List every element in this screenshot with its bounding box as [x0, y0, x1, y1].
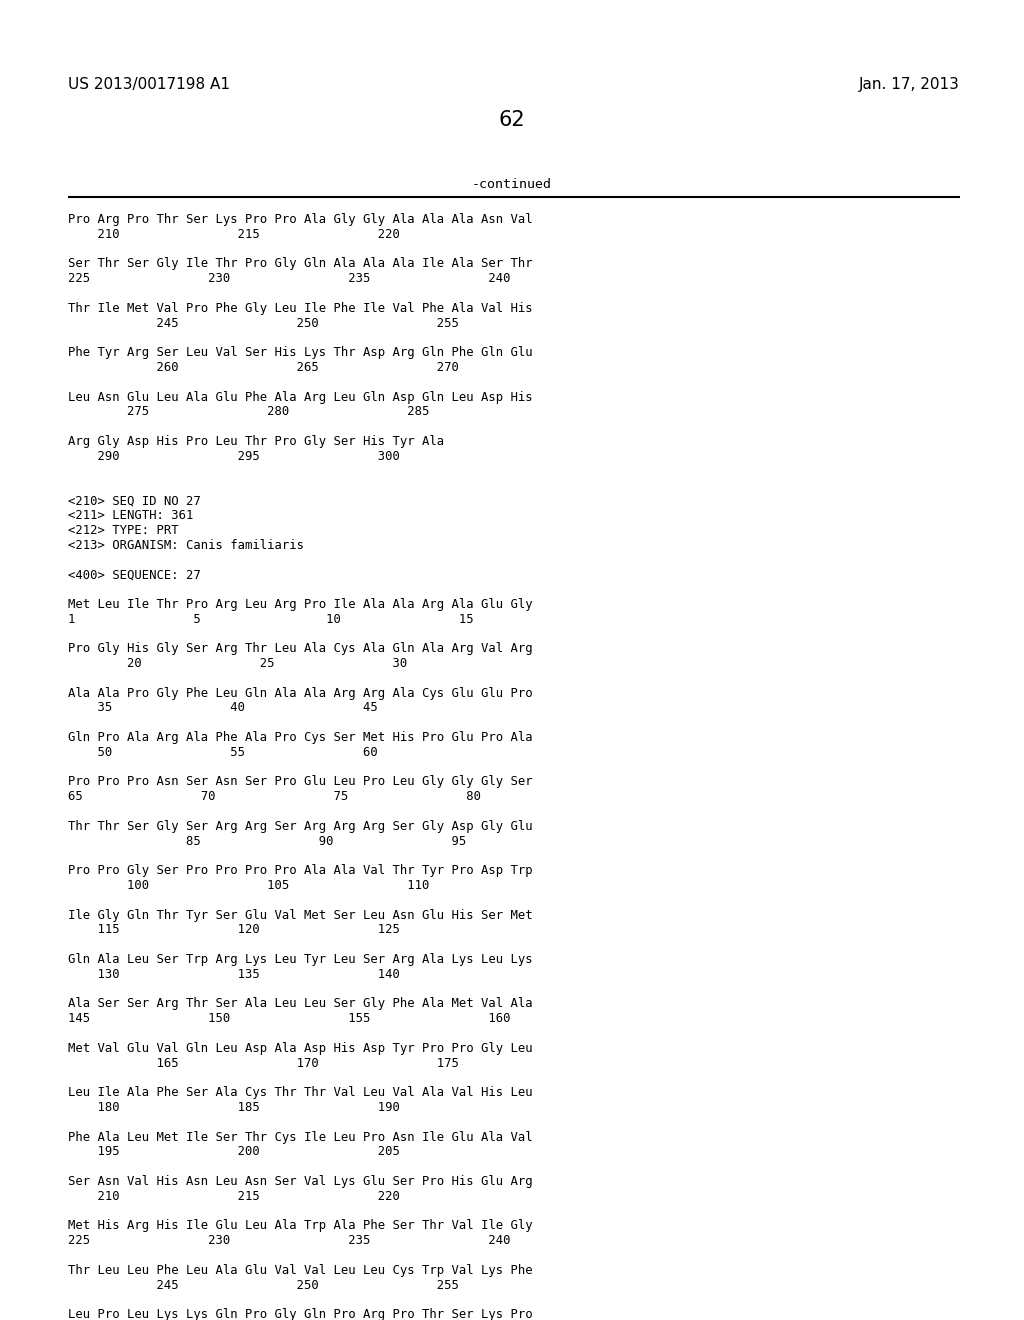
Text: Pro Pro Pro Asn Ser Asn Ser Pro Glu Leu Pro Leu Gly Gly Gly Ser: Pro Pro Pro Asn Ser Asn Ser Pro Glu Leu …: [68, 775, 532, 788]
Text: Leu Asn Glu Leu Ala Glu Phe Ala Arg Leu Gln Asp Gln Leu Asp His: Leu Asn Glu Leu Ala Glu Phe Ala Arg Leu …: [68, 391, 532, 404]
Text: 210                215                220: 210 215 220: [68, 228, 400, 240]
Text: 290                295                300: 290 295 300: [68, 450, 400, 463]
Text: Jan. 17, 2013: Jan. 17, 2013: [859, 78, 961, 92]
Text: 35                40                45: 35 40 45: [68, 701, 378, 714]
Text: 225                230                235                240: 225 230 235 240: [68, 272, 511, 285]
Text: Met His Arg His Ile Glu Leu Ala Trp Ala Phe Ser Thr Val Ile Gly: Met His Arg His Ile Glu Leu Ala Trp Ala …: [68, 1220, 532, 1233]
Text: Gln Ala Leu Ser Trp Arg Lys Leu Tyr Leu Ser Arg Ala Lys Leu Lys: Gln Ala Leu Ser Trp Arg Lys Leu Tyr Leu …: [68, 953, 532, 966]
Text: 100                105                110: 100 105 110: [68, 879, 429, 892]
Text: Ser Asn Val His Asn Leu Asn Ser Val Lys Glu Ser Pro His Glu Arg: Ser Asn Val His Asn Leu Asn Ser Val Lys …: [68, 1175, 532, 1188]
Text: 245                250                255: 245 250 255: [68, 1279, 459, 1291]
Text: Ile Gly Gln Thr Tyr Ser Glu Val Met Ser Leu Asn Glu His Ser Met: Ile Gly Gln Thr Tyr Ser Glu Val Met Ser …: [68, 908, 532, 921]
Text: 1                5                 10                15: 1 5 10 15: [68, 612, 474, 626]
Text: <400> SEQUENCE: 27: <400> SEQUENCE: 27: [68, 568, 201, 581]
Text: -continued: -continued: [472, 178, 552, 191]
Text: 245                250                255: 245 250 255: [68, 317, 459, 330]
Text: 20                25                30: 20 25 30: [68, 657, 408, 671]
Text: 260                265                270: 260 265 270: [68, 360, 459, 374]
Text: 195                200                205: 195 200 205: [68, 1146, 400, 1159]
Text: Ala Ala Pro Gly Phe Leu Gln Ala Ala Arg Arg Ala Cys Glu Glu Pro: Ala Ala Pro Gly Phe Leu Gln Ala Ala Arg …: [68, 686, 532, 700]
Text: 65                70                75                80: 65 70 75 80: [68, 791, 481, 803]
Text: Phe Tyr Arg Ser Leu Val Ser His Lys Thr Asp Arg Gln Phe Gln Glu: Phe Tyr Arg Ser Leu Val Ser His Lys Thr …: [68, 346, 532, 359]
Text: Met Leu Ile Thr Pro Arg Leu Arg Pro Ile Ala Ala Arg Ala Glu Gly: Met Leu Ile Thr Pro Arg Leu Arg Pro Ile …: [68, 598, 532, 611]
Text: 130                135                140: 130 135 140: [68, 968, 400, 981]
Text: <210> SEQ ID NO 27: <210> SEQ ID NO 27: [68, 494, 201, 507]
Text: 165                170                175: 165 170 175: [68, 1056, 459, 1069]
Text: Thr Leu Leu Phe Leu Ala Glu Val Val Leu Leu Cys Trp Val Lys Phe: Thr Leu Leu Phe Leu Ala Glu Val Val Leu …: [68, 1263, 532, 1276]
Text: Leu Pro Leu Lys Lys Gln Pro Gly Gln Pro Arg Pro Thr Ser Lys Pro: Leu Pro Leu Lys Lys Gln Pro Gly Gln Pro …: [68, 1308, 532, 1320]
Text: 85                90                95: 85 90 95: [68, 834, 466, 847]
Text: Ala Ser Ser Arg Thr Ser Ala Leu Leu Ser Gly Phe Ala Met Val Ala: Ala Ser Ser Arg Thr Ser Ala Leu Leu Ser …: [68, 998, 532, 1010]
Text: Thr Thr Ser Gly Ser Arg Arg Ser Arg Arg Arg Ser Gly Asp Gly Glu: Thr Thr Ser Gly Ser Arg Arg Ser Arg Arg …: [68, 820, 532, 833]
Text: Ser Thr Ser Gly Ile Thr Pro Gly Gln Ala Ala Ala Ile Ala Ser Thr: Ser Thr Ser Gly Ile Thr Pro Gly Gln Ala …: [68, 257, 532, 271]
Text: 145                150                155                160: 145 150 155 160: [68, 1012, 511, 1026]
Text: 180                185                190: 180 185 190: [68, 1101, 400, 1114]
Text: Met Val Glu Val Gln Leu Asp Ala Asp His Asp Tyr Pro Pro Gly Leu: Met Val Glu Val Gln Leu Asp Ala Asp His …: [68, 1041, 532, 1055]
Text: 115                120                125: 115 120 125: [68, 924, 400, 936]
Text: 210                215                220: 210 215 220: [68, 1189, 400, 1203]
Text: Leu Ile Ala Phe Ser Ala Cys Thr Thr Val Leu Val Ala Val His Leu: Leu Ile Ala Phe Ser Ala Cys Thr Thr Val …: [68, 1086, 532, 1100]
Text: 275                280                285: 275 280 285: [68, 405, 429, 418]
Text: 50                55                60: 50 55 60: [68, 746, 378, 759]
Text: Phe Ala Leu Met Ile Ser Thr Cys Ile Leu Pro Asn Ile Glu Ala Val: Phe Ala Leu Met Ile Ser Thr Cys Ile Leu …: [68, 1131, 532, 1143]
Text: Pro Gly His Gly Ser Arg Thr Leu Ala Cys Ala Gln Ala Arg Val Arg: Pro Gly His Gly Ser Arg Thr Leu Ala Cys …: [68, 643, 532, 655]
Text: <211> LENGTH: 361: <211> LENGTH: 361: [68, 510, 194, 521]
Text: US 2013/0017198 A1: US 2013/0017198 A1: [68, 78, 230, 92]
Text: <213> ORGANISM: Canis familiaris: <213> ORGANISM: Canis familiaris: [68, 539, 304, 552]
Text: 62: 62: [499, 110, 525, 129]
Text: <212> TYPE: PRT: <212> TYPE: PRT: [68, 524, 178, 537]
Text: Pro Pro Gly Ser Pro Pro Pro Pro Ala Ala Val Thr Tyr Pro Asp Trp: Pro Pro Gly Ser Pro Pro Pro Pro Ala Ala …: [68, 865, 532, 878]
Text: Arg Gly Asp His Pro Leu Thr Pro Gly Ser His Tyr Ala: Arg Gly Asp His Pro Leu Thr Pro Gly Ser …: [68, 436, 444, 447]
Text: Thr Ile Met Val Pro Phe Gly Leu Ile Phe Ile Val Phe Ala Val His: Thr Ile Met Val Pro Phe Gly Leu Ile Phe …: [68, 302, 532, 314]
Text: Gln Pro Ala Arg Ala Phe Ala Pro Cys Ser Met His Pro Glu Pro Ala: Gln Pro Ala Arg Ala Phe Ala Pro Cys Ser …: [68, 731, 532, 744]
Text: 225                230                235                240: 225 230 235 240: [68, 1234, 511, 1247]
Text: Pro Arg Pro Thr Ser Lys Pro Pro Ala Gly Gly Ala Ala Ala Asn Val: Pro Arg Pro Thr Ser Lys Pro Pro Ala Gly …: [68, 213, 532, 226]
